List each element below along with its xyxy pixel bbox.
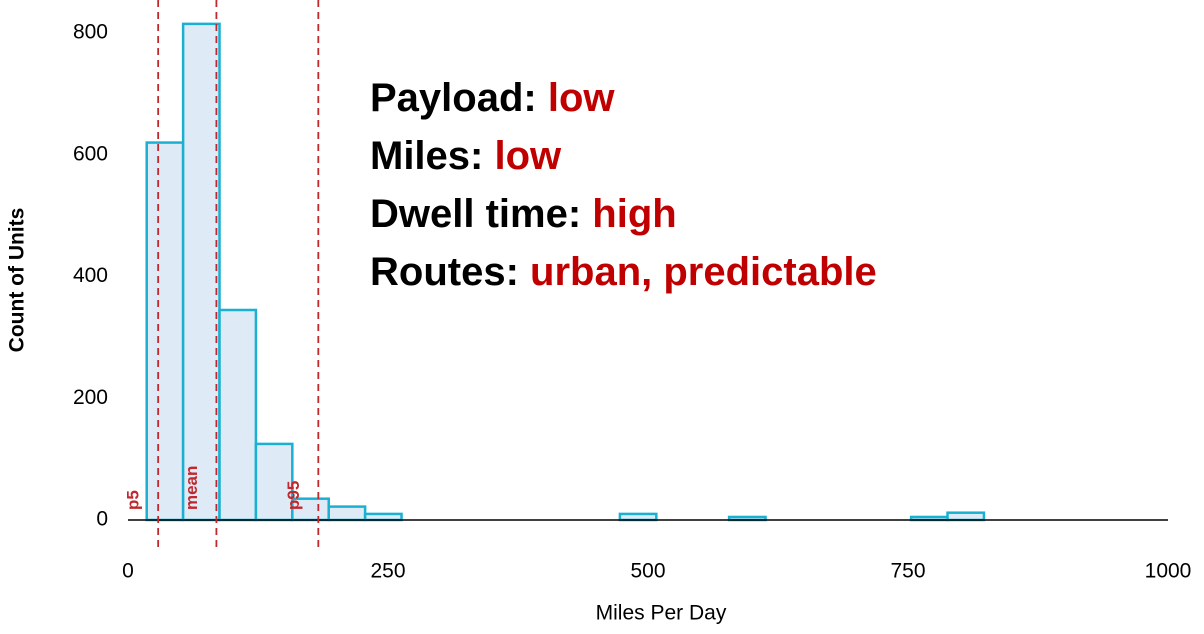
annotation-label: Dwell time: — [370, 192, 581, 236]
bar — [363, 512, 403, 522]
annotation-value: high — [592, 192, 676, 236]
x-tick-label: 500 — [630, 560, 665, 583]
y-tick-label: 200 — [73, 386, 108, 409]
bar — [181, 22, 221, 522]
annotation: Payload: low — [370, 76, 615, 120]
reference-label: p5 — [124, 490, 143, 510]
bar — [218, 308, 258, 522]
x-axis-title: Miles Per Day — [596, 602, 727, 625]
annotation-label: Miles: — [370, 134, 483, 178]
annotation-label: Routes: — [370, 250, 519, 294]
annotation-label: Payload: — [370, 76, 537, 120]
reference-label: mean — [182, 466, 201, 510]
x-tick-label: 750 — [890, 560, 925, 583]
annotation: Miles: low — [370, 134, 562, 178]
y-tick-label: 800 — [73, 21, 108, 44]
bar — [618, 512, 658, 522]
bar — [145, 141, 185, 522]
annotation-value: urban, predictable — [530, 250, 877, 294]
x-tick-label: 0 — [122, 560, 134, 583]
annotation: Dwell time: high — [370, 192, 677, 236]
y-tick-label: 0 — [96, 508, 108, 531]
bar — [946, 511, 986, 522]
y-axis-title: Count of Units — [6, 208, 29, 353]
y-tick-label: 400 — [73, 264, 108, 287]
x-tick-label: 250 — [370, 560, 405, 583]
bar — [327, 505, 367, 522]
reference-label: p95 — [284, 481, 303, 510]
x-tick-label: 1000 — [1145, 560, 1192, 583]
annotation-value: low — [548, 76, 616, 120]
y-tick-label: 600 — [73, 142, 108, 165]
annotation: Routes: urban, predictable — [370, 250, 877, 294]
annotation-value: low — [494, 134, 562, 178]
